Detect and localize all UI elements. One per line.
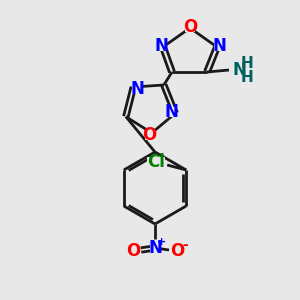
Bar [147, 157, 165, 167]
Bar [185, 22, 195, 32]
Bar [156, 41, 166, 51]
Text: N: N [130, 80, 144, 98]
Text: -: - [182, 238, 188, 252]
Bar [145, 130, 155, 140]
Bar [150, 242, 160, 254]
Bar [234, 65, 244, 75]
Bar [214, 41, 224, 51]
Text: N: N [164, 103, 178, 122]
Text: O: O [183, 18, 197, 36]
Text: Cl: Cl [147, 153, 165, 171]
Text: N: N [212, 37, 226, 55]
Text: H: H [241, 70, 254, 85]
Text: O: O [142, 126, 157, 144]
Text: N: N [148, 239, 162, 257]
Text: +: + [158, 237, 166, 247]
Text: N: N [154, 37, 168, 55]
Bar [128, 245, 138, 257]
Text: O: O [126, 242, 140, 260]
Bar [132, 84, 142, 94]
Text: H: H [241, 56, 254, 71]
Bar [166, 107, 176, 118]
Text: N: N [232, 61, 246, 79]
Text: O: O [170, 242, 184, 260]
Bar [172, 245, 182, 257]
